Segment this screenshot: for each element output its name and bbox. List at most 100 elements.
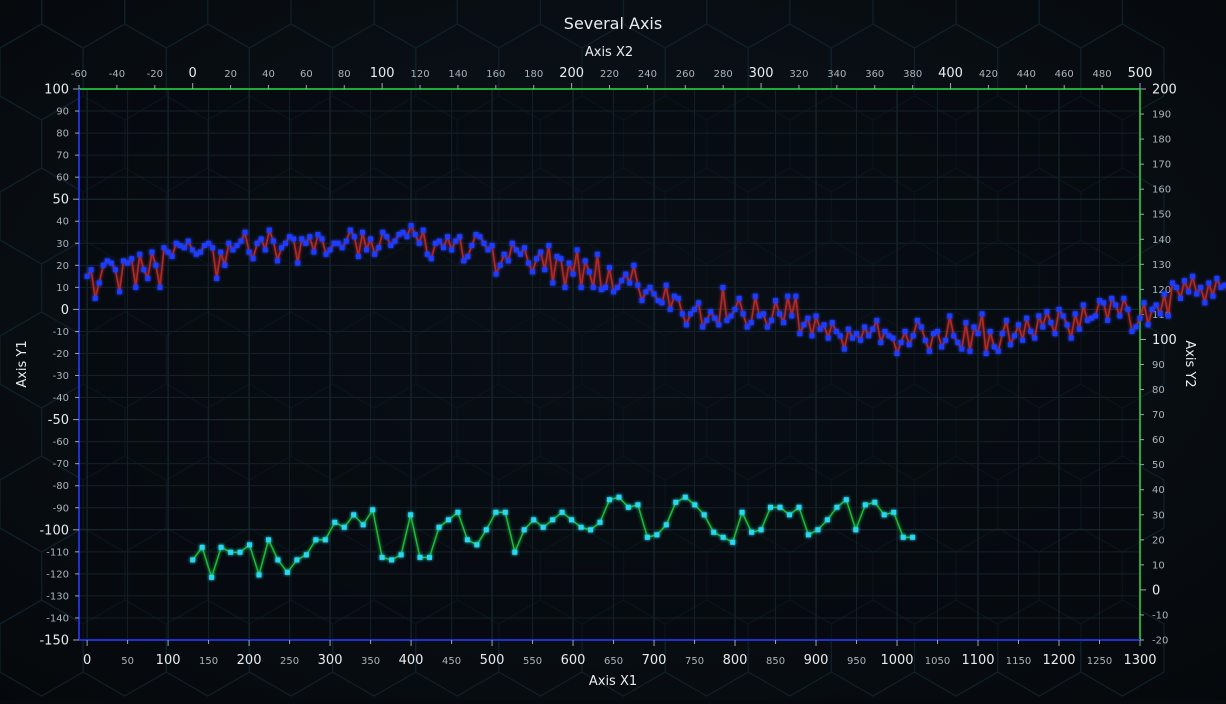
series-1-point — [660, 300, 665, 305]
axis-x1-label: Axis X1 — [589, 674, 637, 689]
tick-label-y1: 10 — [56, 283, 69, 294]
series-2-point — [588, 527, 593, 532]
series-1-point — [125, 261, 130, 266]
tick-label-x1: 1250 — [1087, 656, 1112, 667]
series-2-point — [910, 535, 915, 540]
series-2-point — [408, 512, 413, 517]
tick-label-y1: -10 — [53, 327, 69, 338]
tick-label-x1: 50 — [121, 656, 134, 667]
series-1-point — [210, 245, 215, 250]
series-1-point — [405, 234, 410, 239]
series-1-point — [93, 296, 98, 301]
series-2-point — [370, 507, 375, 512]
series-1-point — [441, 245, 446, 250]
series-1-point — [919, 325, 924, 330]
series-1-point — [1170, 281, 1175, 286]
series-2-point — [342, 525, 347, 530]
series-1-point — [927, 349, 932, 354]
series-1-point — [263, 247, 268, 252]
series-1-point — [518, 252, 523, 257]
series-1-point — [307, 234, 312, 239]
tick-label-y2: 80 — [1152, 385, 1165, 396]
series-1-point — [652, 292, 657, 297]
series-1-point — [729, 314, 734, 319]
series-1-point — [891, 336, 896, 341]
series-2-point — [711, 530, 716, 535]
series-1-point — [899, 340, 904, 345]
series-2-point — [607, 497, 612, 502]
series-2-point — [446, 517, 451, 522]
series-2-point — [361, 522, 366, 527]
series-1-point — [530, 269, 535, 274]
series-2-point — [484, 527, 489, 532]
tick-label-x2: 80 — [338, 69, 351, 80]
series-2-point — [569, 517, 574, 522]
series-1-point — [745, 325, 750, 330]
series-1-point — [984, 351, 989, 356]
series-1-point — [133, 285, 138, 290]
series-1-point — [1154, 303, 1159, 308]
tick-label-y1: -70 — [53, 459, 69, 470]
series-1-point — [538, 250, 543, 255]
series-1-point — [866, 333, 871, 338]
series-1-point — [1134, 325, 1139, 330]
series-1-point — [992, 344, 997, 349]
series-1-point — [546, 243, 551, 248]
tick-label-y2: -10 — [1152, 610, 1168, 621]
series-1-point — [583, 258, 588, 263]
series-1-point — [230, 247, 235, 252]
series-1-point — [279, 245, 284, 250]
series-1-point — [680, 311, 685, 316]
series-1-point — [947, 314, 952, 319]
series-2-point — [626, 505, 631, 510]
series-1-point — [234, 243, 239, 248]
series-1-point — [222, 263, 227, 268]
tick-label-y1: -130 — [46, 591, 69, 602]
series-1-point — [372, 252, 377, 257]
series-1-point — [558, 256, 563, 261]
series-1-point — [635, 283, 640, 288]
series-1-point — [449, 247, 454, 252]
series-1-point — [514, 247, 519, 252]
tick-label-x1: 850 — [766, 656, 785, 667]
series-1-point — [1012, 333, 1017, 338]
series-1-point — [1125, 307, 1130, 312]
series-1-point — [453, 239, 458, 244]
series-1-point — [417, 241, 422, 246]
tick-label-x1: 350 — [361, 656, 380, 667]
series-1-point — [708, 309, 713, 314]
tick-label-y1: -40 — [53, 393, 69, 404]
tick-label-x1: 200 — [237, 653, 262, 668]
series-1-point — [409, 223, 414, 228]
tick-label-y1: 50 — [52, 193, 69, 208]
tick-label-x1: 650 — [604, 656, 623, 667]
series-1-point — [1000, 331, 1005, 336]
series-1-point — [206, 241, 211, 246]
series-2-point — [247, 542, 252, 547]
series-1-point — [1077, 327, 1082, 332]
series-2-point — [759, 527, 764, 532]
series-1-point — [162, 245, 167, 250]
series-1-point — [591, 285, 596, 290]
series-1-point — [1069, 336, 1074, 341]
tick-label-y1: 30 — [56, 239, 69, 250]
series-1-point — [579, 285, 584, 290]
tick-label-y1: 90 — [56, 107, 69, 118]
series-1-point — [1053, 331, 1058, 336]
series-1-point — [1057, 307, 1062, 312]
tick-label-x1: 500 — [480, 653, 505, 668]
series-1-point — [1190, 274, 1195, 279]
series-1-point — [563, 285, 568, 290]
series-1-point — [777, 311, 782, 316]
series-2-point — [749, 530, 754, 535]
series-2-point — [493, 510, 498, 515]
series-1-point — [615, 285, 620, 290]
tick-label-x2: 260 — [676, 69, 695, 80]
series-1-point — [1117, 314, 1122, 319]
series-1-point — [870, 327, 875, 332]
series-1-point — [826, 336, 831, 341]
series-2-point — [285, 570, 290, 575]
series-1-point — [595, 252, 600, 257]
tick-label-y1: -20 — [53, 349, 69, 360]
series-1-point — [773, 298, 778, 303]
